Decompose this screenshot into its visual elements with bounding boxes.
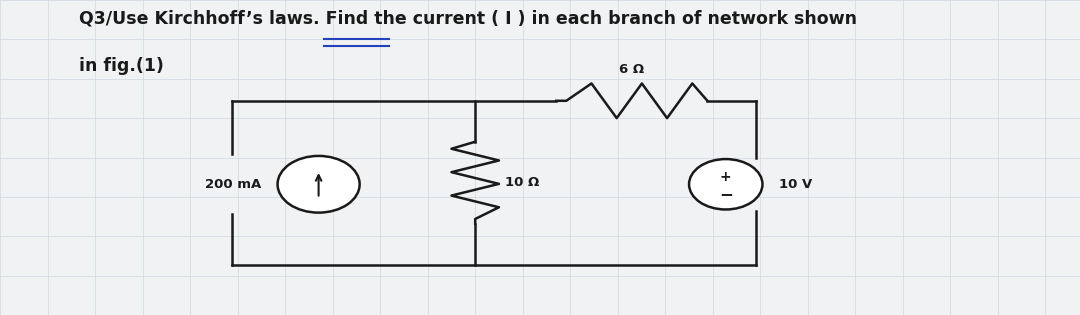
Text: +: + <box>720 170 731 184</box>
Ellipse shape <box>689 159 762 209</box>
Text: −: − <box>719 185 732 203</box>
Ellipse shape <box>278 156 360 213</box>
Text: 10 Ω: 10 Ω <box>505 176 540 189</box>
Text: 6 Ω: 6 Ω <box>619 63 645 76</box>
Text: in fig.(1): in fig.(1) <box>79 57 164 75</box>
Text: 10 V: 10 V <box>779 178 812 191</box>
Text: 200 mA: 200 mA <box>205 178 261 191</box>
Text: Q3/Use Kirchhoff’s laws. Find the current ( I ) in each branch of network shown: Q3/Use Kirchhoff’s laws. Find the curren… <box>79 9 856 27</box>
